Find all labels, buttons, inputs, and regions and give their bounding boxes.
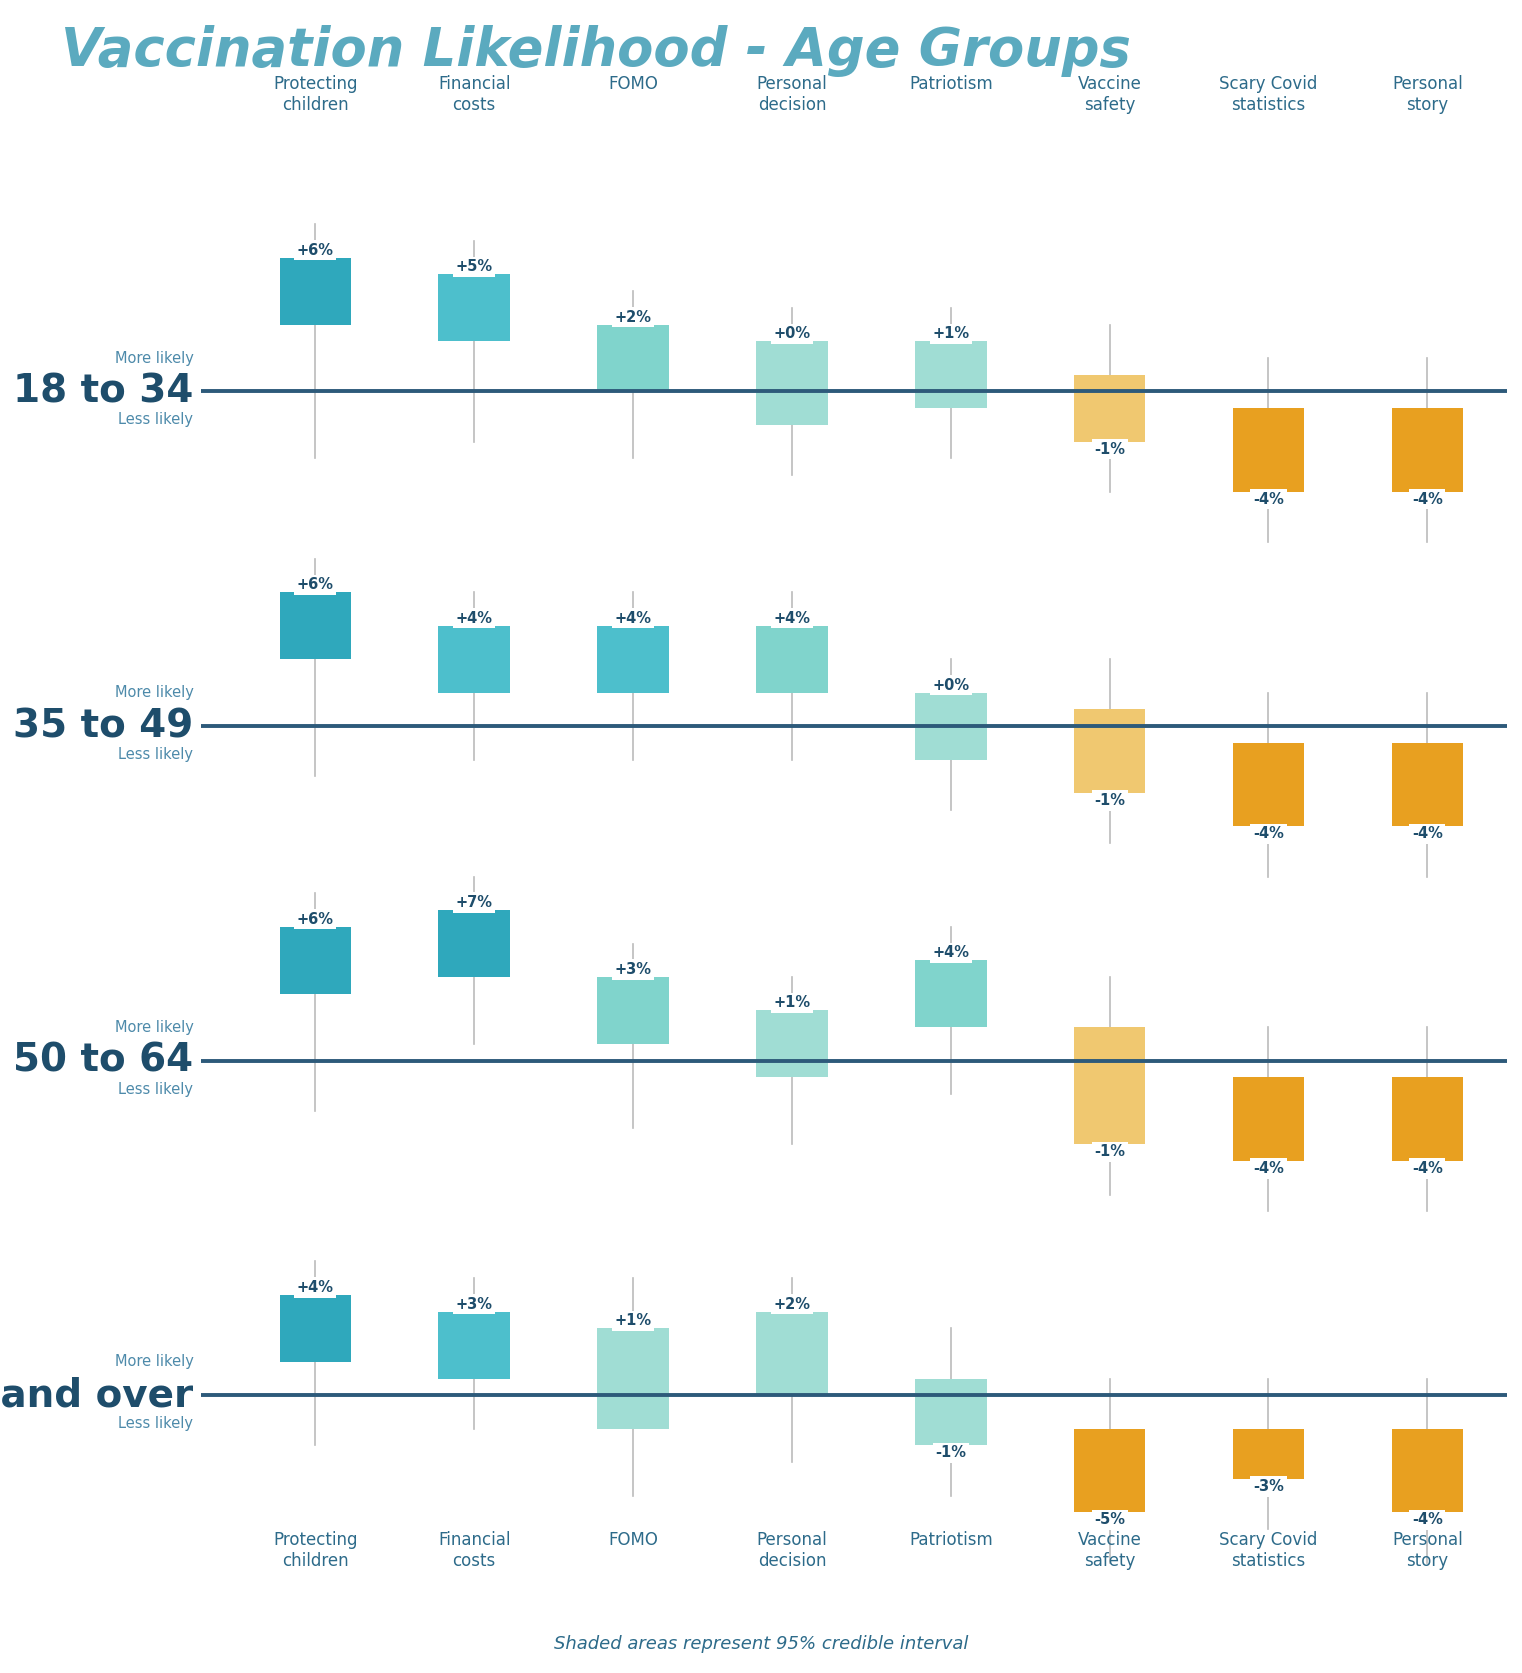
Bar (597, 1328, 668, 1429)
Bar (280, 592, 352, 659)
Text: 35 to 49: 35 to 49 (14, 708, 193, 744)
Text: More likely: More likely (114, 1355, 193, 1369)
Bar (597, 325, 668, 391)
Text: -4%: -4% (1253, 1161, 1285, 1176)
Text: -3%: -3% (1253, 1479, 1285, 1494)
Text: Vaccine
safety: Vaccine safety (1078, 75, 1142, 114)
Text: -4%: -4% (1412, 1161, 1443, 1176)
Text: +6%: +6% (297, 243, 333, 258)
Text: -1%: -1% (1094, 1144, 1125, 1159)
Text: 50 to 64: 50 to 64 (14, 1042, 193, 1079)
Bar (280, 258, 352, 325)
Text: +0%: +0% (773, 326, 811, 341)
Text: Personal
story: Personal story (1393, 75, 1463, 114)
Text: -4%: -4% (1412, 492, 1443, 507)
Bar (1233, 1077, 1304, 1161)
Text: +1%: +1% (931, 326, 970, 341)
Bar (915, 341, 986, 408)
Text: Protecting
children: Protecting children (272, 75, 358, 114)
Bar (1075, 375, 1146, 442)
Bar (597, 626, 668, 693)
Text: FOMO: FOMO (609, 1531, 658, 1549)
Text: -4%: -4% (1253, 492, 1285, 507)
Bar (1391, 1429, 1463, 1512)
Bar (438, 274, 510, 341)
Bar (1075, 1027, 1146, 1144)
Bar (438, 910, 510, 977)
Text: -5%: -5% (1094, 1512, 1125, 1527)
Text: Vaccine
safety: Vaccine safety (1078, 1531, 1142, 1569)
Bar (597, 977, 668, 1044)
Text: -1%: -1% (1094, 442, 1125, 457)
Bar (438, 626, 510, 693)
Text: FOMO: FOMO (609, 75, 658, 94)
Text: -1%: -1% (936, 1445, 966, 1461)
Text: Vaccination Likelihood - Age Groups: Vaccination Likelihood - Age Groups (61, 25, 1131, 77)
Text: Shaded areas represent 95% credible interval: Shaded areas represent 95% credible inte… (554, 1635, 968, 1653)
Text: +6%: +6% (297, 577, 333, 592)
Text: +4%: +4% (773, 611, 810, 626)
Text: +0%: +0% (931, 678, 970, 693)
Text: 18 to 34: 18 to 34 (14, 373, 193, 410)
Bar (438, 1312, 510, 1379)
Text: Patriotism: Patriotism (909, 1531, 992, 1549)
Bar (756, 341, 828, 425)
Bar (1233, 743, 1304, 826)
Text: +2%: +2% (615, 310, 651, 325)
Text: Financial
costs: Financial costs (438, 1531, 510, 1569)
Bar (280, 927, 352, 994)
Text: Less likely: Less likely (119, 1082, 193, 1096)
Bar (280, 1295, 352, 1362)
Text: +4%: +4% (615, 611, 651, 626)
Bar (756, 1312, 828, 1395)
Text: Patriotism: Patriotism (909, 75, 992, 94)
Bar (1075, 709, 1146, 793)
Bar (915, 1379, 986, 1445)
Text: More likely: More likely (114, 351, 193, 365)
Text: +2%: +2% (773, 1297, 810, 1312)
Bar (1391, 743, 1463, 826)
Text: More likely: More likely (114, 1021, 193, 1034)
Text: Personal
story: Personal story (1393, 1531, 1463, 1569)
Bar (1391, 1077, 1463, 1161)
Text: More likely: More likely (114, 686, 193, 699)
Text: +3%: +3% (455, 1297, 493, 1312)
Text: Less likely: Less likely (119, 413, 193, 427)
Bar (756, 626, 828, 693)
Text: 65 and over: 65 and over (0, 1377, 193, 1414)
Text: +5%: +5% (455, 259, 493, 274)
Text: Financial
costs: Financial costs (438, 75, 510, 114)
Text: Personal
decision: Personal decision (756, 75, 828, 114)
Text: +4%: +4% (455, 611, 493, 626)
Text: +4%: +4% (933, 945, 970, 960)
Text: +6%: +6% (297, 912, 333, 927)
Text: +4%: +4% (297, 1280, 333, 1295)
Bar (1391, 408, 1463, 492)
Text: -1%: -1% (1094, 793, 1125, 808)
Bar (915, 693, 986, 760)
Text: Protecting
children: Protecting children (272, 1531, 358, 1569)
Text: Less likely: Less likely (119, 1417, 193, 1430)
Text: -4%: -4% (1253, 826, 1285, 842)
Text: -4%: -4% (1412, 1512, 1443, 1527)
Bar (1075, 1429, 1146, 1512)
Bar (1233, 1429, 1304, 1479)
Bar (1233, 408, 1304, 492)
Text: Personal
decision: Personal decision (756, 1531, 828, 1569)
Text: Less likely: Less likely (119, 748, 193, 761)
Text: +1%: +1% (773, 995, 811, 1010)
Text: +1%: +1% (615, 1313, 651, 1328)
Text: +7%: +7% (455, 895, 493, 910)
Text: +3%: +3% (615, 962, 651, 977)
Text: Scary Covid
statistics: Scary Covid statistics (1219, 1531, 1318, 1569)
Bar (756, 1010, 828, 1077)
Text: Scary Covid
statistics: Scary Covid statistics (1219, 75, 1318, 114)
Bar (915, 960, 986, 1027)
Text: -4%: -4% (1412, 826, 1443, 842)
